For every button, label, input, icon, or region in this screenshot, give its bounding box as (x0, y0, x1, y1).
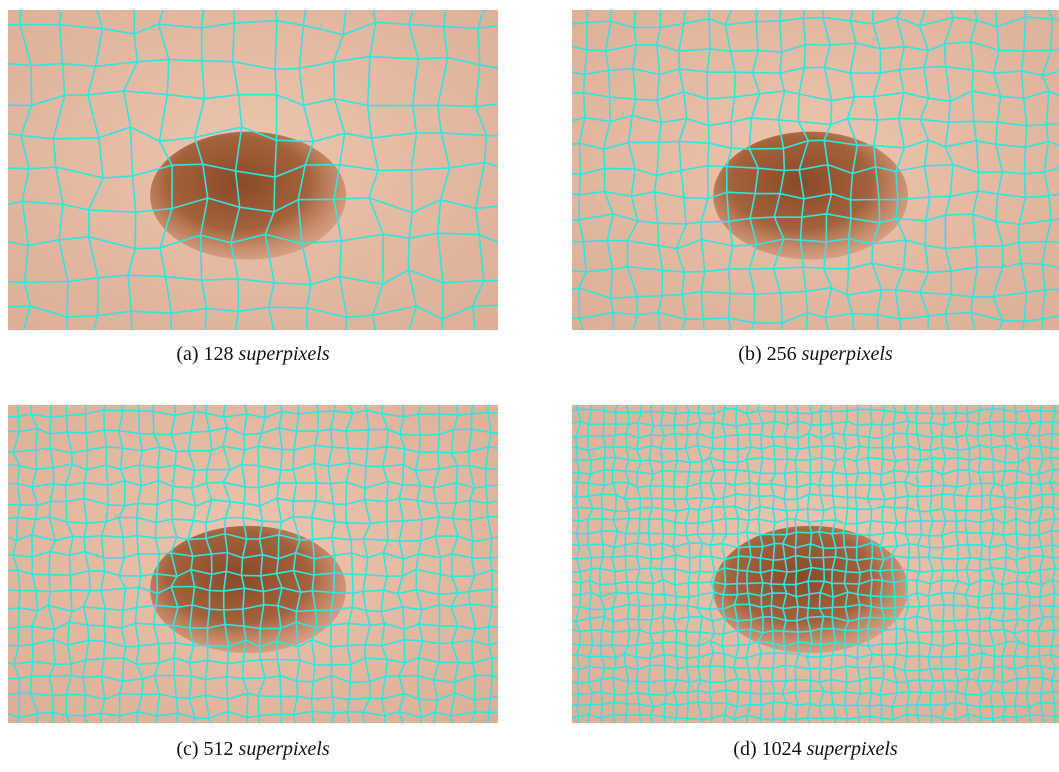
image (572, 10, 1059, 330)
caption-count: 512 (204, 738, 234, 760)
image (572, 405, 1059, 723)
caption-label: (d) (733, 738, 756, 760)
panel: (a) 128 superpixels (8, 10, 498, 365)
caption-label: (c) (176, 738, 198, 760)
lesion (713, 131, 909, 260)
caption-unit: superpixels (802, 343, 893, 365)
caption: (d) 1024 superpixels (733, 738, 898, 760)
superpixel-boundaries (8, 10, 498, 330)
caption-count: 1024 (762, 738, 802, 760)
panel: (c) 512 superpixels (8, 405, 498, 760)
panel: (d) 1024 superpixels (572, 405, 1059, 760)
superpixel-boundaries (8, 405, 498, 723)
image (8, 405, 498, 723)
caption: (a) 128 superpixels (176, 343, 330, 365)
caption-count: 256 (767, 343, 797, 365)
superpixel-boundaries (572, 10, 1059, 330)
caption-label: (a) (176, 343, 198, 365)
lesion (150, 131, 347, 260)
superpixel-boundaries (572, 405, 1059, 723)
caption-unit: superpixels (239, 343, 330, 365)
caption-unit: superpixels (239, 738, 330, 760)
caption-label: (b) (738, 343, 761, 365)
panel: (b) 256 superpixels (572, 10, 1059, 365)
caption-unit: superpixels (807, 738, 898, 760)
caption-count: 128 (204, 343, 234, 365)
caption: (b) 256 superpixels (738, 343, 893, 365)
caption: (c) 512 superpixels (176, 738, 330, 760)
image (8, 10, 498, 330)
